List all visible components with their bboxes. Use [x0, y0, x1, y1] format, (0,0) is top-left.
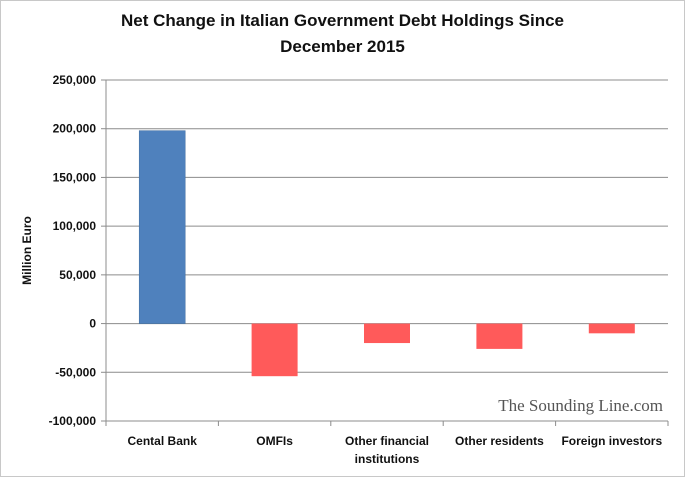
bar — [138, 130, 186, 324]
y-tick-label: 100,000 — [53, 219, 97, 233]
x-tick-label: Foreign investors — [561, 434, 662, 448]
bar — [364, 323, 410, 344]
y-tick-label: 200,000 — [53, 122, 97, 136]
chart-title-line-2: December 2015 — [280, 37, 405, 56]
x-tick-label: institutions — [355, 452, 420, 466]
y-tick-label: 250,000 — [53, 73, 97, 87]
y-tick-label: 50,000 — [59, 268, 96, 282]
x-tick-label: Cental Bank — [128, 434, 198, 448]
bar — [476, 323, 523, 349]
watermark: The Sounding Line.com — [498, 396, 663, 415]
x-tick-label: Other residents — [455, 434, 544, 448]
bar — [251, 323, 298, 377]
y-tick-label: -100,000 — [49, 414, 97, 428]
y-tick-label: 0 — [89, 317, 96, 331]
y-axis-label: Million Euro — [20, 216, 34, 285]
x-tick-label: Other financial — [345, 434, 429, 448]
chart-title: Net Change in Italian Government Debt Ho… — [0, 8, 685, 60]
y-tick-label: 150,000 — [53, 170, 97, 184]
x-tick-label: OMFIs — [256, 434, 293, 448]
bar — [588, 323, 635, 334]
y-tick-label: -50,000 — [55, 365, 96, 379]
chart-title-line-1: Net Change in Italian Government Debt Ho… — [120, 11, 564, 30]
